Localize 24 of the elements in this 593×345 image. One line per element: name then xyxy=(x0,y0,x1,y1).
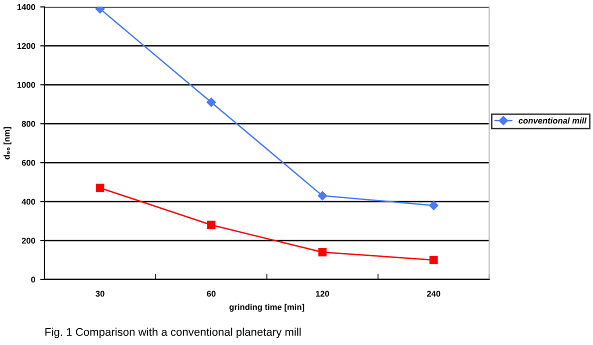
x-tick-label: 60 xyxy=(206,290,216,297)
y-axis-title: d₉₀ [nm] xyxy=(4,127,12,160)
point xyxy=(318,191,328,200)
legend-label: conventional mill xyxy=(518,117,587,124)
point xyxy=(318,248,327,256)
y-tick-label: 1400 xyxy=(17,4,36,10)
y-tick-label: 1000 xyxy=(17,82,36,88)
x-tick-label: 240 xyxy=(426,290,440,297)
y-tick-label: 600 xyxy=(22,160,36,166)
x-tick-label: 30 xyxy=(96,290,104,297)
point xyxy=(429,200,438,210)
y-tick-label: 0 xyxy=(31,276,36,283)
point xyxy=(95,6,105,14)
point xyxy=(96,184,104,192)
y-tick-label: 800 xyxy=(22,120,36,127)
y-tick-label: 200 xyxy=(22,238,36,244)
y-tick-label: 400 xyxy=(22,198,36,205)
x-axis-title: grinding time [min] xyxy=(229,304,304,312)
x-tick-label: 120 xyxy=(316,290,330,297)
point xyxy=(207,220,216,230)
point xyxy=(429,256,438,264)
point xyxy=(206,98,216,107)
y-tick-label: 1200 xyxy=(17,43,36,49)
caption: Fig. 1 Comparison with a conventional planetary mill xyxy=(45,328,301,338)
